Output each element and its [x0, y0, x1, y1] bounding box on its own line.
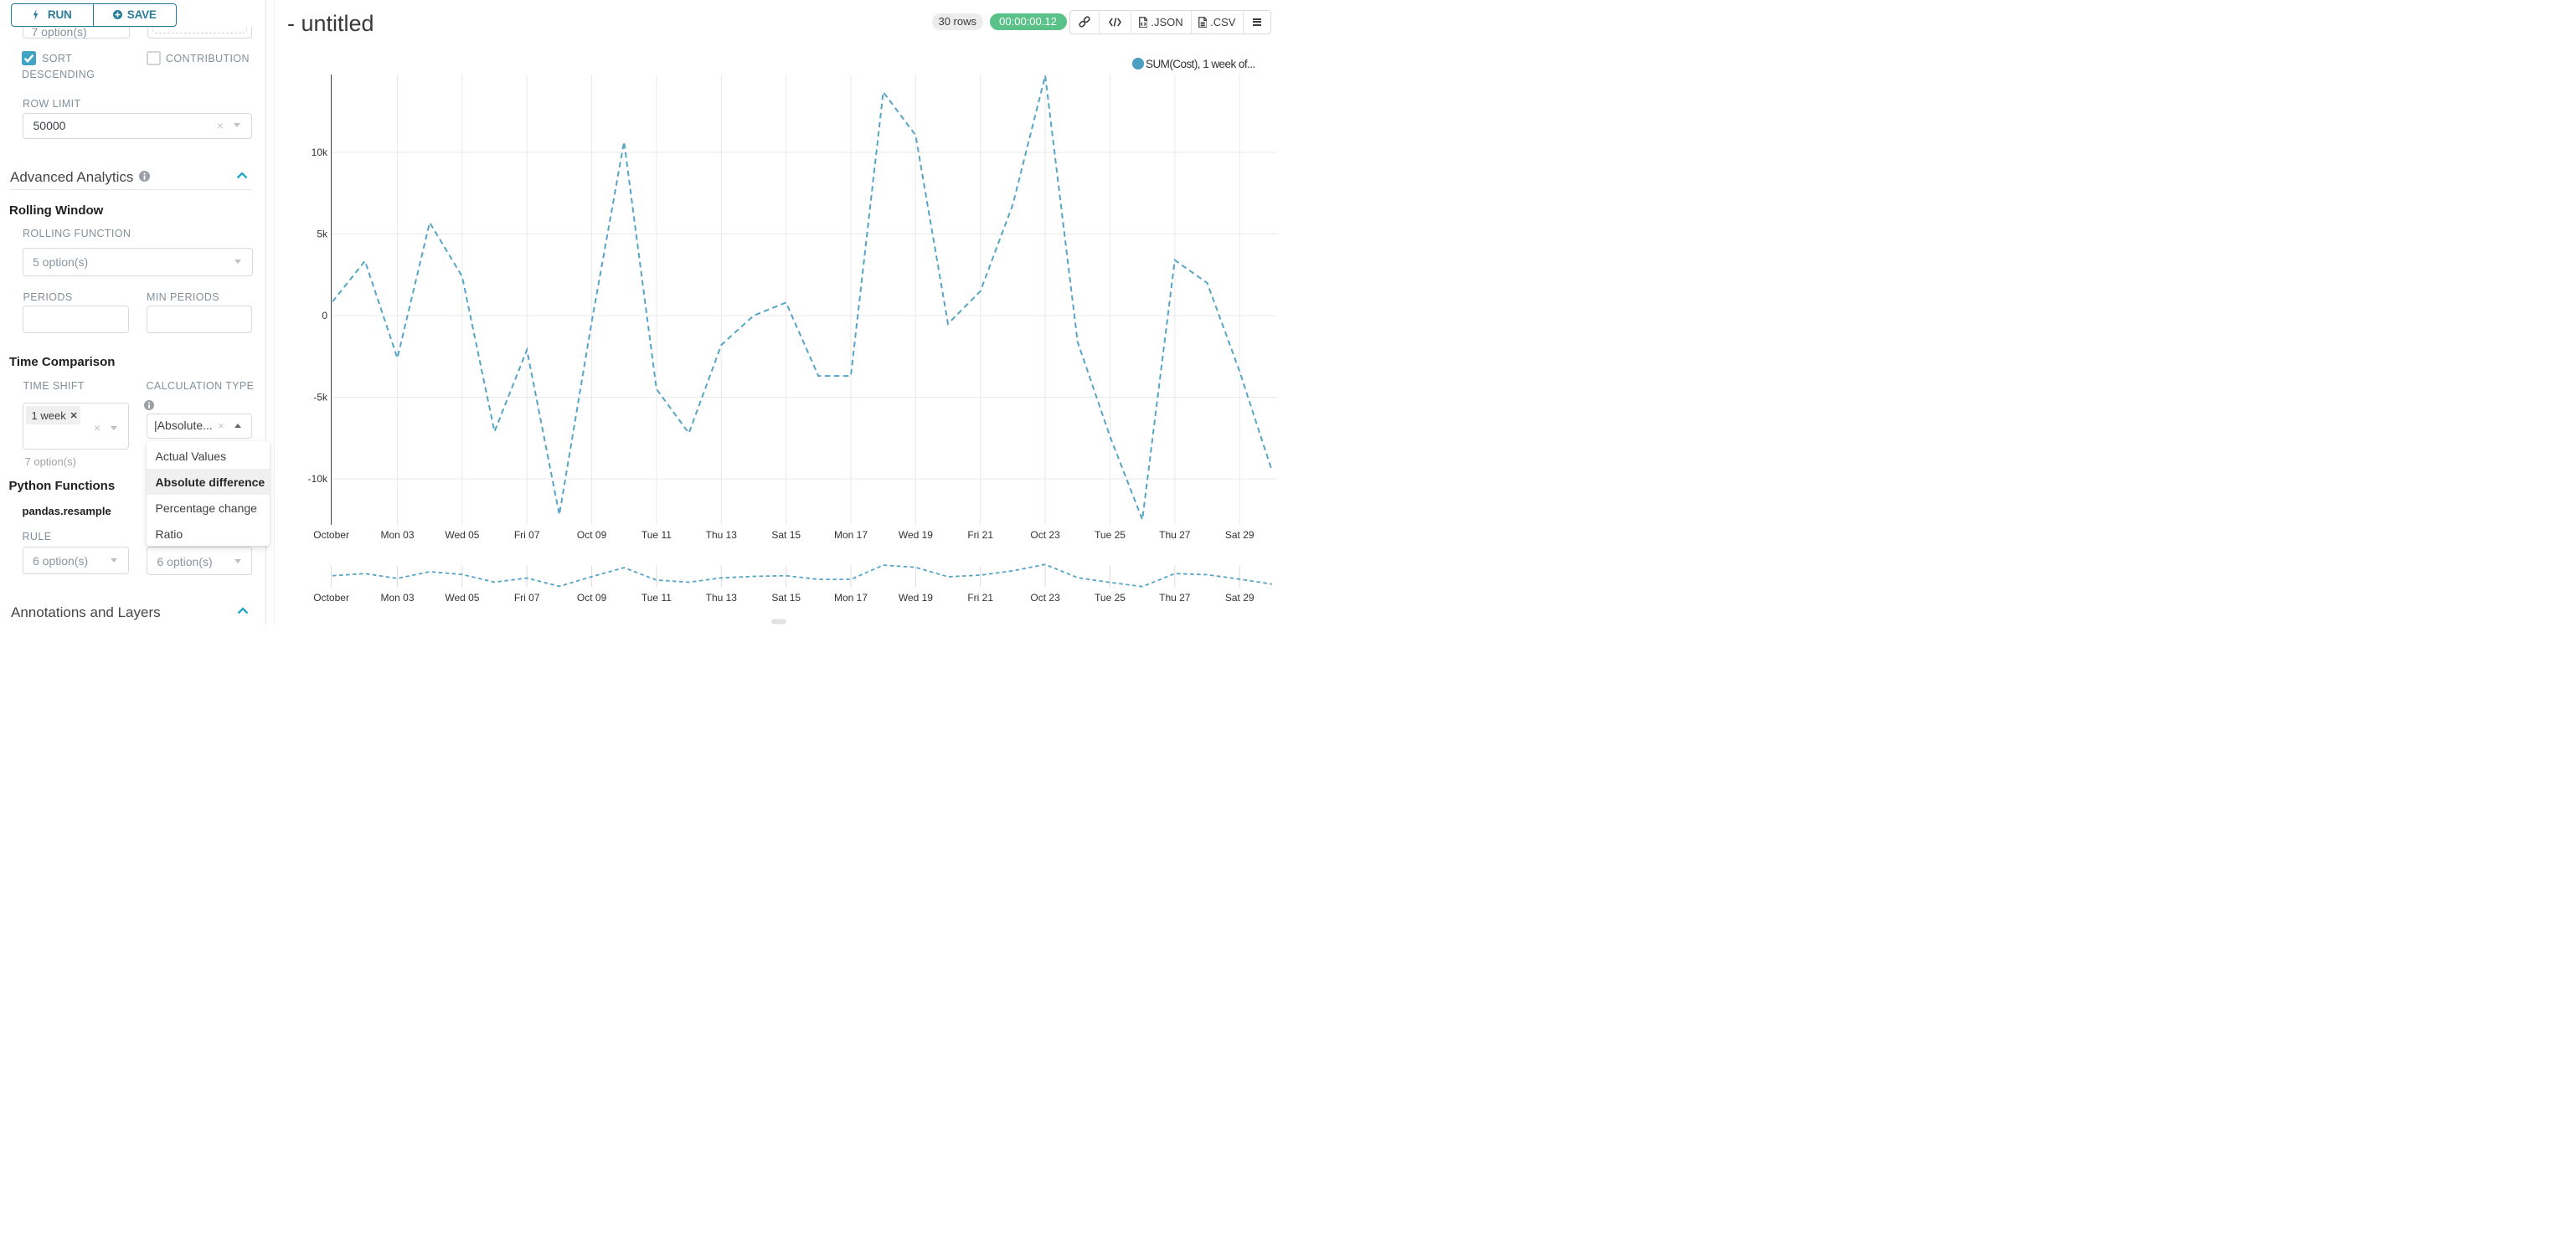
svg-text:Sat 15: Sat 15 [771, 529, 801, 541]
svg-text:Sat 29: Sat 29 [1225, 592, 1255, 604]
svg-text:Thu 27: Thu 27 [1159, 592, 1191, 604]
svg-text:Wed 19: Wed 19 [899, 592, 933, 604]
svg-text:Tue 25: Tue 25 [1095, 529, 1126, 541]
svg-text:-5k: -5k [313, 392, 328, 403]
svg-text:Wed 19: Wed 19 [899, 529, 933, 541]
svg-text:Fri 07: Fri 07 [514, 529, 540, 541]
svg-text:-10k: -10k [308, 473, 328, 485]
svg-text:Mon 03: Mon 03 [380, 592, 414, 604]
svg-text:October: October [313, 529, 349, 541]
svg-text:Tue 25: Tue 25 [1095, 592, 1126, 604]
svg-text:Oct 09: Oct 09 [577, 592, 607, 604]
svg-text:Fri 07: Fri 07 [514, 592, 540, 604]
svg-text:Tue 11: Tue 11 [641, 529, 672, 541]
svg-text:0: 0 [322, 310, 327, 321]
svg-text:Mon 17: Mon 17 [834, 592, 868, 604]
svg-text:October: October [313, 592, 349, 604]
svg-text:Mon 03: Mon 03 [380, 529, 414, 541]
svg-text:Oct 23: Oct 23 [1030, 529, 1060, 541]
svg-text:Tue 11: Tue 11 [641, 592, 672, 604]
svg-text:Thu 13: Thu 13 [706, 529, 738, 541]
svg-text:5k: 5k [317, 229, 328, 240]
svg-text:10k: 10k [312, 146, 328, 158]
svg-text:Mon 17: Mon 17 [834, 529, 868, 541]
svg-text:Fri 21: Fri 21 [967, 592, 993, 604]
svg-text:Fri 21: Fri 21 [967, 529, 993, 541]
svg-text:Sat 15: Sat 15 [771, 592, 801, 604]
svg-text:Thu 13: Thu 13 [706, 592, 738, 604]
svg-text:Sat 29: Sat 29 [1225, 529, 1255, 541]
svg-text:Oct 09: Oct 09 [577, 529, 607, 541]
svg-text:Wed 05: Wed 05 [445, 592, 479, 604]
svg-text:Oct 23: Oct 23 [1030, 592, 1060, 604]
svg-text:Wed 05: Wed 05 [445, 529, 479, 541]
svg-text:Thu 27: Thu 27 [1159, 529, 1191, 541]
